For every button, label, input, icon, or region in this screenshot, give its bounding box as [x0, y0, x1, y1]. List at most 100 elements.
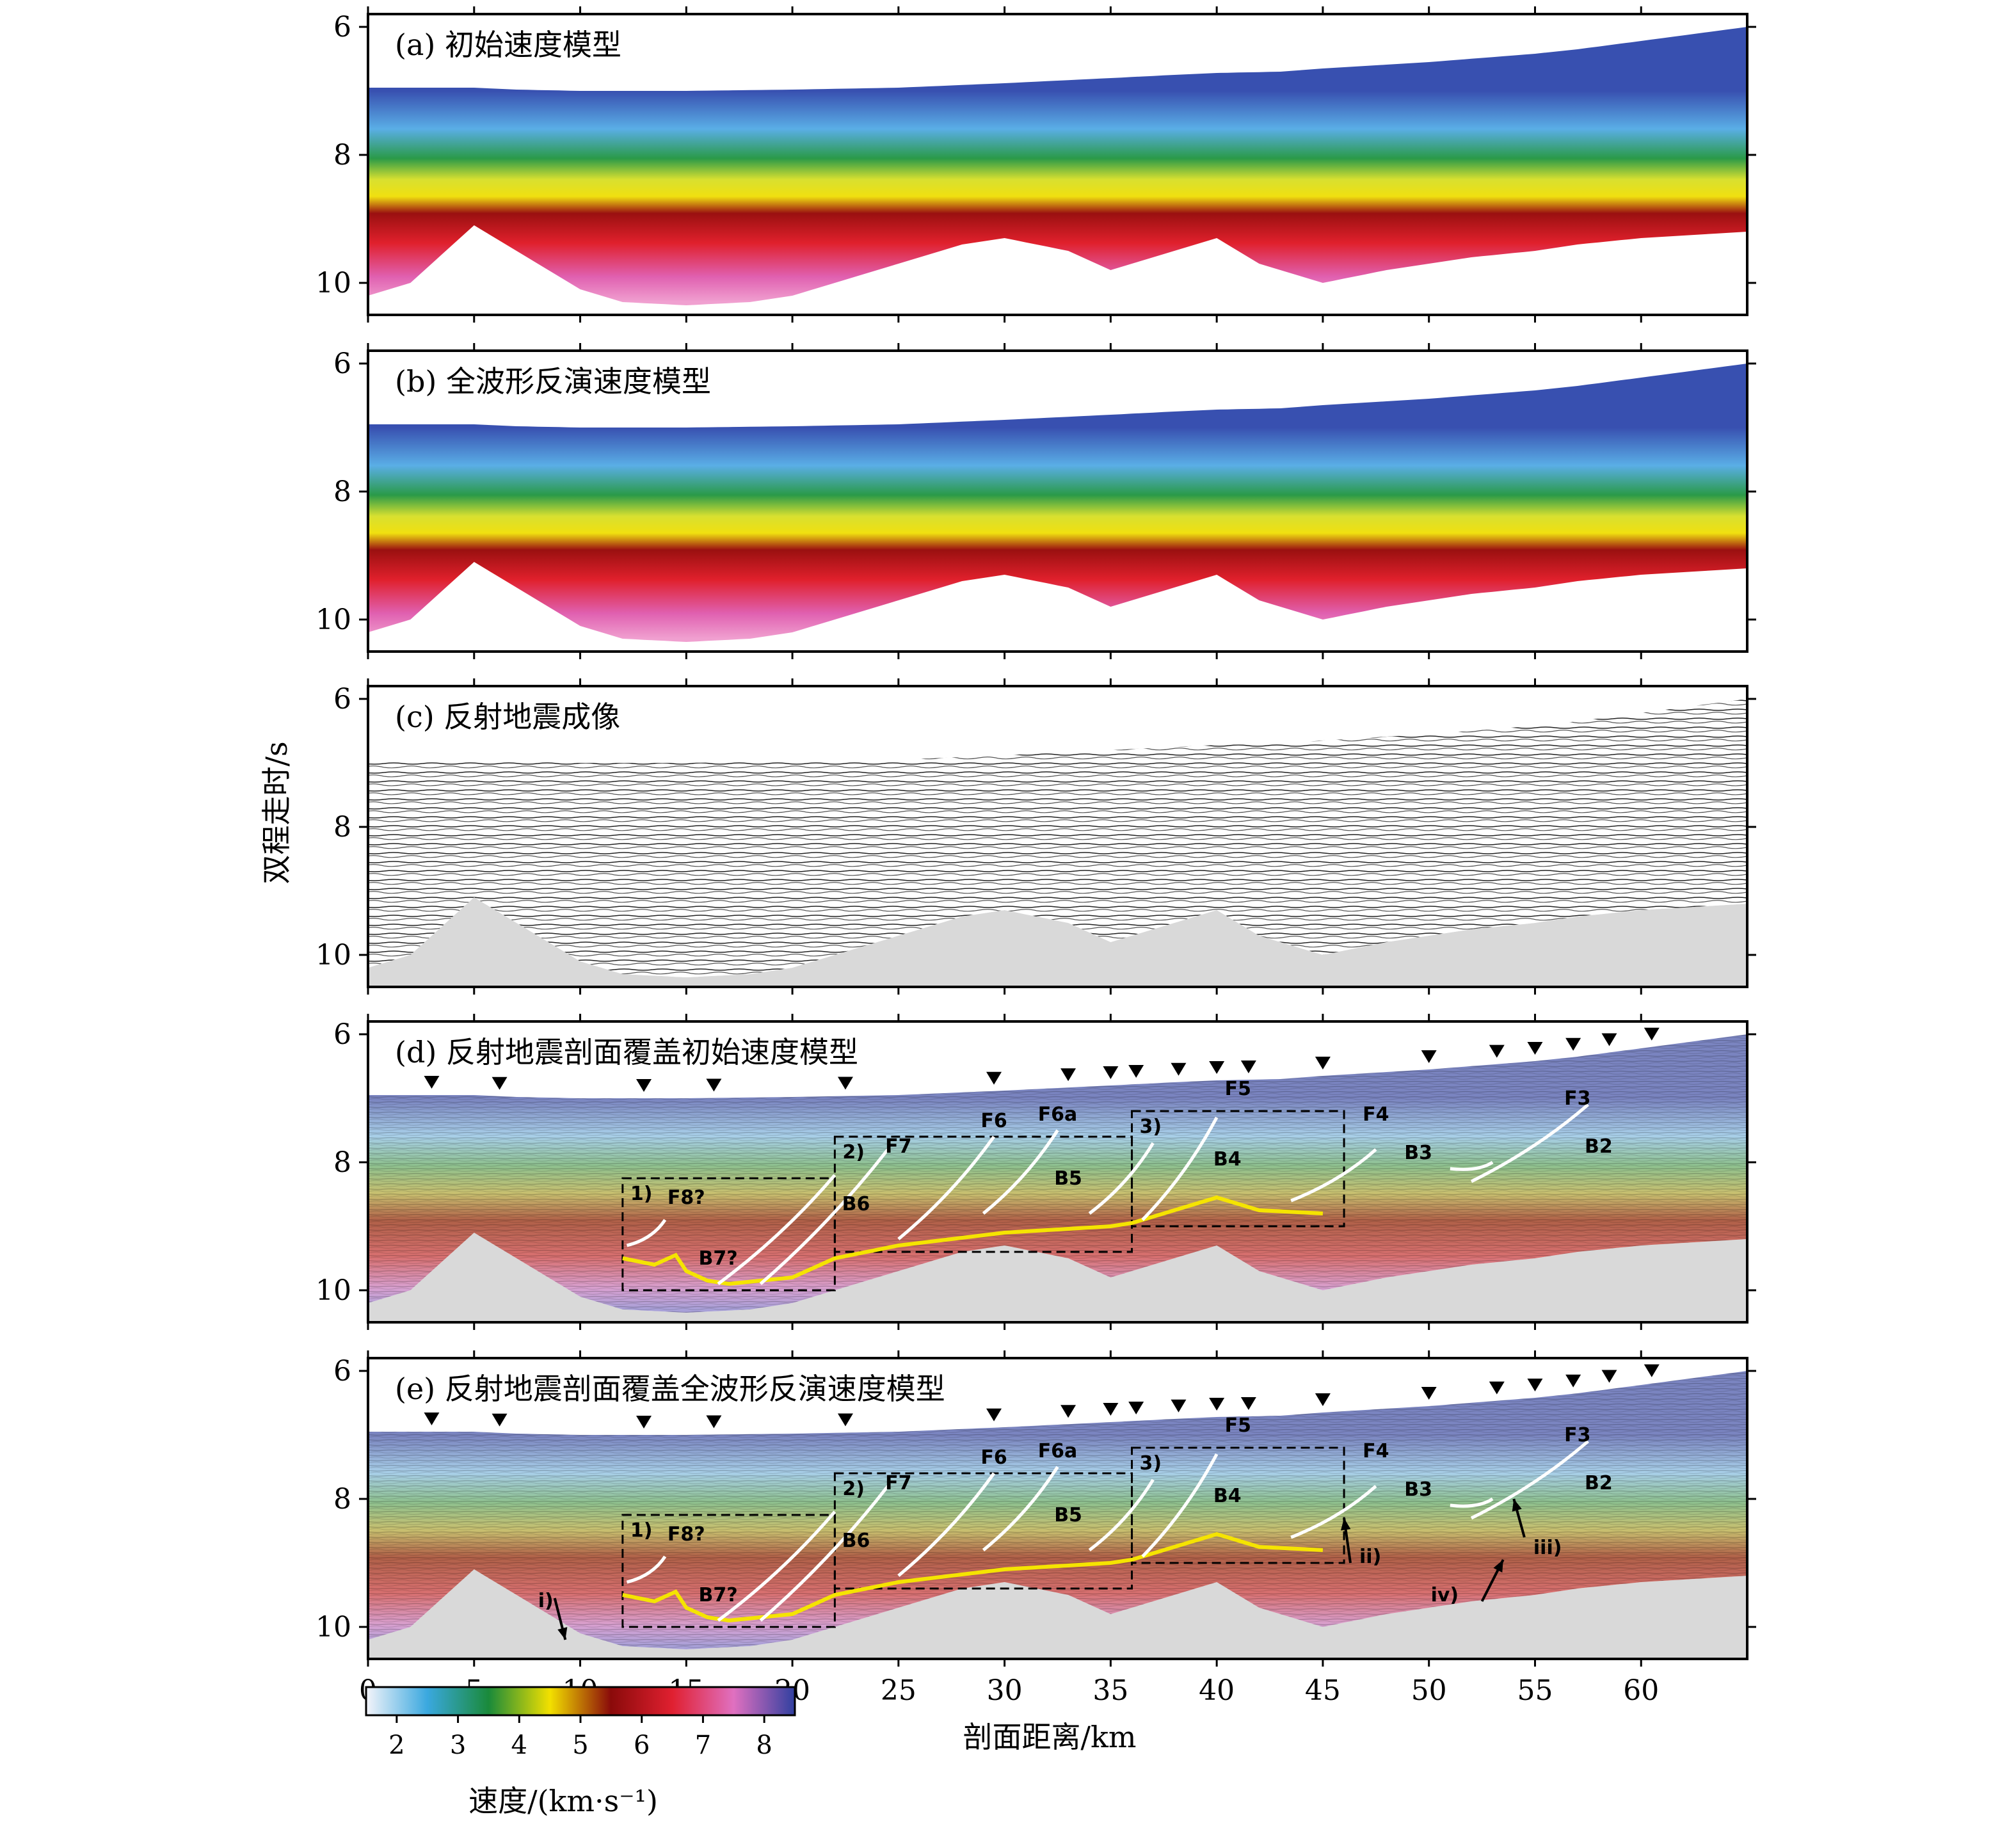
colorbar-tick-label: 2 — [388, 1731, 404, 1760]
block-label: B2 — [1585, 1135, 1613, 1158]
basement-horizon — [622, 1532, 1324, 1623]
receiver-triangle — [1240, 1397, 1256, 1410]
anomaly-arrowhead — [1340, 1518, 1351, 1531]
x-tick-label: 35 — [1092, 1674, 1128, 1707]
block-label: B7? — [698, 1247, 737, 1270]
x-tick-label: 25 — [881, 1674, 916, 1707]
fault-line — [1088, 1478, 1155, 1551]
fault-label: F8? — [668, 1187, 705, 1209]
anomaly-arrowhead — [1493, 1560, 1503, 1573]
receiver-triangle — [424, 1413, 440, 1425]
seismic-overlay — [368, 1034, 1747, 1313]
panel-title: (e) 反射地震剖面覆盖全波形反演速度模型 — [395, 1372, 945, 1406]
fault-label: F5 — [1225, 1414, 1251, 1437]
panel-e: 1) 2) 3) F3 F4 F5 F6 F6a F7 F8? B2 B3 B4 B5 B6 B7? i) ii)… — [316, 1350, 1756, 1667]
colorbar-rect — [365, 1686, 796, 1717]
fault-label: F3 — [1564, 1087, 1590, 1110]
colorbar-ticks: 2 3 4 5 6 7 8 — [388, 1715, 772, 1760]
zoom-box-label: 1) — [630, 1519, 653, 1542]
y-tick-label: 6 — [333, 11, 351, 44]
fault-label: F5 — [1225, 1078, 1251, 1100]
y-tick-label: 6 — [333, 1355, 351, 1388]
zoom-box — [1131, 1110, 1345, 1228]
receiver-triangle — [1489, 1381, 1505, 1395]
y-tick-label: 10 — [316, 267, 351, 300]
fault-line — [897, 1135, 996, 1240]
block-label: B6 — [842, 1193, 870, 1215]
fault-line — [1450, 1160, 1494, 1171]
y-tick-label: 10 — [316, 1611, 351, 1644]
velocity-model — [368, 27, 1747, 305]
zoom-box-label: 3) — [1140, 1452, 1162, 1475]
receiver-triangle — [636, 1416, 652, 1429]
block-label: B5 — [1054, 1504, 1082, 1526]
x-tick-label: 45 — [1305, 1674, 1341, 1707]
receiver-triangle — [1601, 1033, 1617, 1046]
basement-horizon — [622, 1195, 1324, 1286]
receiver-triangle — [636, 1079, 652, 1092]
receiver-triangle — [1128, 1402, 1144, 1414]
block-label: B2 — [1585, 1472, 1613, 1494]
colorbar-label: 速度/(km·s⁻¹) — [468, 1784, 658, 1818]
y-tick-label: 10 — [316, 939, 351, 972]
y-tick-label: 8 — [333, 1146, 351, 1179]
anomaly-arrowhead — [1512, 1499, 1522, 1512]
fault-line — [1290, 1148, 1377, 1203]
colorbar-tick-label: 3 — [450, 1731, 466, 1760]
y-tick-label: 6 — [333, 348, 351, 380]
panel-title: (c) 反射地震成像 — [395, 700, 620, 734]
panel-b: 6 8 10 (b) 全波形反演速度模型 — [316, 343, 1756, 659]
zoom-box-label: 3) — [1140, 1116, 1162, 1138]
panels-group: 6 8 10 (a) 初始速度模型 6 8 10 (b) 全波形反演速度模型 6 8 10 (c) 反… — [316, 6, 1756, 1667]
velocity-model — [368, 364, 1747, 642]
y-tick-label: 8 — [333, 1483, 351, 1516]
colorbar-tick-label: 7 — [695, 1731, 711, 1760]
receiver-triangle — [1565, 1037, 1581, 1051]
receiver-triangle — [837, 1413, 853, 1427]
receiver-triangle — [1601, 1370, 1617, 1383]
colorbar-tick-label: 4 — [511, 1731, 527, 1760]
anomaly-label: i) — [538, 1590, 554, 1612]
receiver-triangle — [1644, 1364, 1660, 1377]
block-label: B5 — [1054, 1167, 1082, 1190]
zoom-box-label: 1) — [630, 1183, 653, 1205]
panel-frame — [367, 13, 1748, 316]
basement-fill — [368, 897, 1747, 987]
fault-line — [717, 1174, 836, 1286]
panel-title: (b) 全波形反演速度模型 — [395, 364, 711, 399]
anomaly-label: ii) — [1359, 1546, 1381, 1568]
receiver-triangle — [837, 1077, 853, 1090]
y-axis-label: 双程走时/s — [259, 741, 294, 884]
colorbar-tick-label: 8 — [756, 1731, 772, 1760]
receiver-triangle — [706, 1078, 722, 1092]
x-tick-label: 55 — [1517, 1674, 1553, 1707]
receiver-triangle — [706, 1415, 722, 1429]
fault-label: F6 — [980, 1110, 1007, 1132]
fault-label: F7 — [885, 1135, 911, 1158]
fault-label: F4 — [1363, 1103, 1389, 1126]
block-label: B7? — [698, 1584, 737, 1606]
fault-label: F3 — [1564, 1424, 1590, 1446]
x-tick-label: 40 — [1199, 1674, 1235, 1707]
panel-frame — [367, 685, 1748, 988]
fault-line — [759, 1485, 890, 1622]
fault-line — [1470, 1440, 1589, 1520]
y-tick-label: 6 — [333, 1018, 351, 1051]
receiver-triangle — [1103, 1403, 1119, 1416]
fault-label: F7 — [885, 1472, 911, 1494]
receiver-triangle — [1171, 1062, 1187, 1076]
receiver-triangle — [986, 1071, 1002, 1085]
fault-line — [626, 1219, 667, 1247]
panel-a: 6 8 10 (a) 初始速度模型 — [316, 6, 1756, 323]
fault-label: F4 — [1363, 1440, 1389, 1462]
fault-label: F6 — [980, 1446, 1007, 1469]
panel-c: 6 8 10 (c) 反射地震成像 — [316, 678, 1756, 995]
receiver-triangle — [492, 1413, 508, 1427]
colorbar: 2 3 4 5 6 7 8 速度/(km·s⁻¹) — [365, 1686, 796, 1818]
seismic-overlay — [368, 1371, 1747, 1649]
receiver-triangle — [424, 1076, 440, 1089]
receiver-triangle — [1527, 1042, 1543, 1055]
y-tick-label: 8 — [333, 139, 351, 172]
fault-line — [897, 1472, 996, 1577]
